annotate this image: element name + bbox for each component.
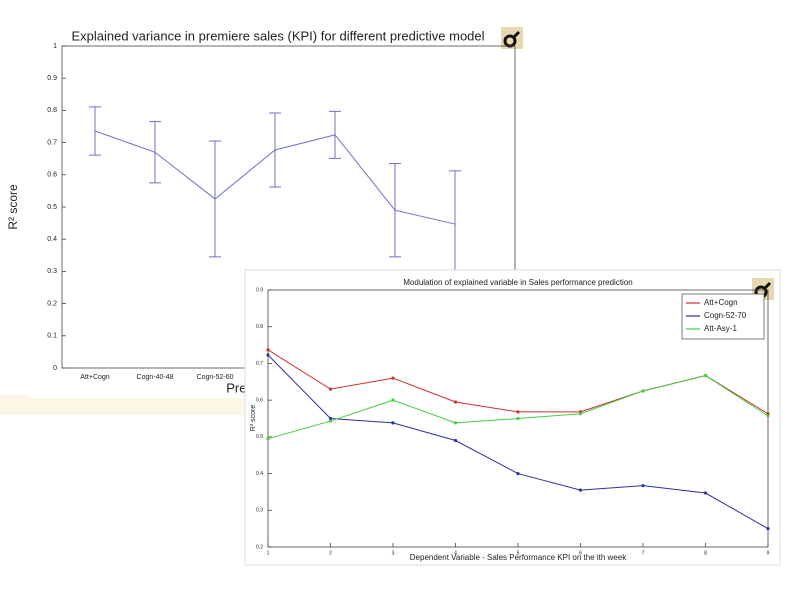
x-tick-label: Cogn-52-60 bbox=[197, 374, 234, 381]
point bbox=[391, 398, 395, 402]
chart-title: Explained variance in premiere sales (KP… bbox=[71, 28, 484, 43]
error-bar bbox=[269, 112, 281, 188]
y-tick-label: 0.9 bbox=[47, 75, 57, 82]
point bbox=[453, 421, 458, 425]
y-tick-label: 0.7 bbox=[47, 139, 57, 146]
legend-label: Cogn-52-70 bbox=[704, 311, 747, 320]
y-tick-label: 0.2 bbox=[256, 544, 263, 550]
error-bar bbox=[209, 140, 221, 258]
point bbox=[391, 376, 395, 380]
point bbox=[266, 437, 270, 441]
x-tick-label: 2 bbox=[329, 550, 332, 556]
error-bar bbox=[389, 163, 401, 258]
x-tick-label: 8 bbox=[704, 550, 707, 556]
point bbox=[328, 419, 333, 423]
point bbox=[453, 438, 458, 443]
point bbox=[516, 471, 520, 476]
x-tick-label: 3 bbox=[392, 550, 395, 556]
y-tick-label: 0.6 bbox=[47, 172, 57, 179]
point bbox=[516, 416, 520, 421]
x-tick-label: 6 bbox=[579, 550, 582, 556]
y-tick-label: 0.3 bbox=[256, 508, 263, 514]
error-bar bbox=[89, 106, 101, 156]
x-tick-label: Cogn-40-48 bbox=[137, 374, 174, 381]
point bbox=[328, 416, 333, 421]
point bbox=[266, 353, 270, 357]
error-bar bbox=[149, 121, 161, 184]
chart-2: Modulation of explained variable in Sale… bbox=[244, 269, 781, 566]
point bbox=[578, 488, 583, 492]
y-tick-label: 0.4 bbox=[256, 471, 263, 477]
legend-label: Att-Asy-1 bbox=[704, 324, 737, 333]
x-tick-label: 5 bbox=[517, 550, 520, 556]
y-tick-label: 0.5 bbox=[256, 434, 263, 440]
point bbox=[516, 410, 520, 414]
point bbox=[641, 484, 645, 488]
x-tick-label: Att+Cogn bbox=[80, 374, 109, 381]
point bbox=[328, 387, 333, 391]
x-tick-label: 1 bbox=[267, 550, 270, 556]
point bbox=[766, 412, 770, 416]
point bbox=[453, 400, 458, 404]
y-tick-label: 0.8 bbox=[47, 107, 57, 114]
point bbox=[266, 348, 270, 352]
point bbox=[391, 421, 395, 425]
x-axis-label: Dependent Variable - Sales Performance K… bbox=[410, 553, 627, 562]
point bbox=[578, 412, 583, 416]
legend-label: Att+Cogn bbox=[704, 298, 738, 307]
y-tick-label: 0.2 bbox=[47, 300, 57, 307]
x-tick-label: 9 bbox=[767, 550, 770, 556]
y-axis-label: R² score bbox=[6, 184, 20, 230]
y-tick-label: 0 bbox=[53, 365, 57, 372]
chart-title: Modulation of explained variable in Sale… bbox=[403, 278, 632, 287]
y-tick-label: 1 bbox=[53, 43, 57, 50]
y-tick-label: 0.9 bbox=[256, 287, 263, 293]
y-tick-label: 0.7 bbox=[256, 361, 263, 367]
x-tick-label: 4 bbox=[454, 550, 457, 556]
y-tick-label: 0.4 bbox=[47, 236, 57, 243]
point bbox=[766, 527, 770, 531]
error-bar bbox=[329, 110, 341, 159]
background-band bbox=[0, 395, 245, 415]
y-tick-label: 0.6 bbox=[256, 397, 263, 403]
point bbox=[766, 414, 770, 418]
point bbox=[703, 491, 708, 495]
point bbox=[703, 373, 708, 378]
y-tick-label: 0.8 bbox=[256, 324, 263, 330]
y-axis-label: R² score bbox=[250, 405, 257, 432]
y-tick-label: 0.3 bbox=[47, 268, 57, 275]
y-tick-label: 0.5 bbox=[47, 204, 57, 211]
y-tick-label: 0.1 bbox=[47, 333, 57, 340]
point bbox=[641, 389, 645, 393]
x-tick-label: 7 bbox=[642, 550, 645, 556]
